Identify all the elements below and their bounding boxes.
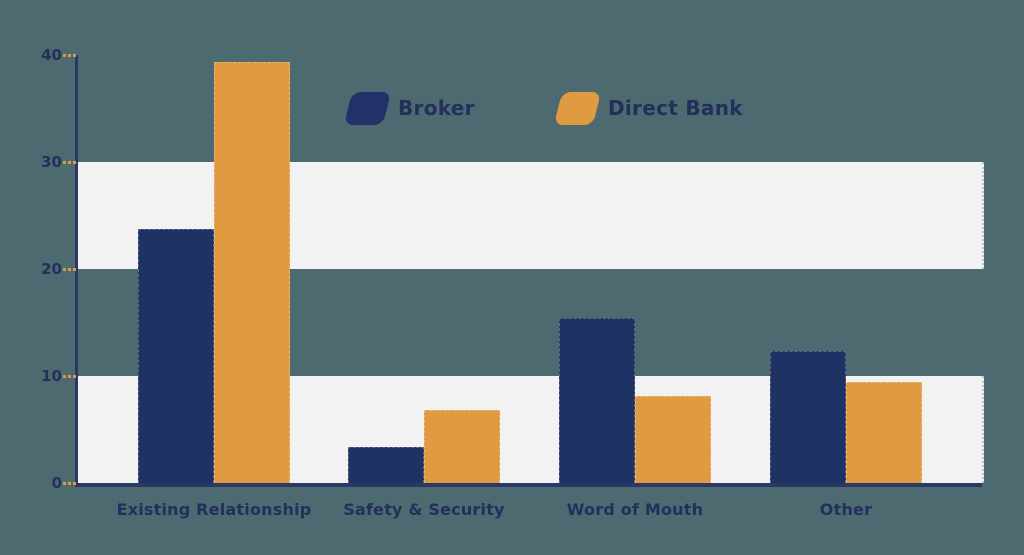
y-axis-tick (63, 54, 76, 57)
legend-item-direct-bank: Direct Bank (553, 92, 743, 125)
bar-direct-bank (424, 410, 500, 483)
x-axis-line (75, 483, 982, 487)
bar-direct-bank (846, 382, 922, 483)
bar-direct-bank (214, 62, 290, 483)
y-axis-tick (63, 268, 76, 271)
x-category-label: Other (819, 500, 873, 519)
y-axis-tick-label: 30 (41, 153, 62, 171)
x-category-label: Safety & Security (343, 500, 505, 519)
y-axis-tick-label: 0 (51, 474, 62, 492)
y-axis-tick (63, 375, 76, 378)
x-category-label: Word of Mouth (566, 500, 704, 519)
legend-swatch-broker-icon (343, 92, 392, 125)
legend-swatch-direct-bank-icon (553, 92, 602, 125)
y-axis-line (75, 55, 78, 485)
y-axis-tick-label: 20 (41, 260, 62, 278)
bar-broker (348, 446, 424, 483)
legend-label-broker: Broker (398, 96, 475, 120)
y-axis-tick-label: 40 (41, 46, 62, 64)
bar-direct-bank (635, 396, 711, 483)
legend-item-broker: Broker (343, 92, 475, 125)
bar-broker (138, 229, 214, 483)
bar-broker (770, 351, 846, 483)
x-category-label: Existing Relationship (116, 500, 312, 519)
bar-broker (559, 318, 635, 483)
y-axis-tick (63, 161, 76, 164)
legend-label-direct-bank: Direct Bank (608, 96, 743, 120)
y-axis-tick-label: 10 (41, 367, 62, 385)
y-axis-tick (63, 482, 76, 485)
